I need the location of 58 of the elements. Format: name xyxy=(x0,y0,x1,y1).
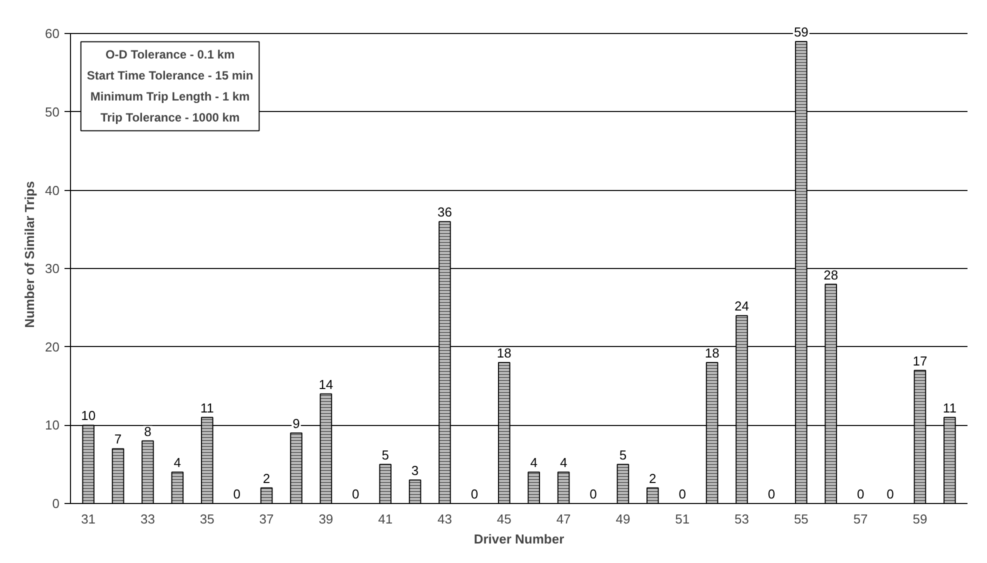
annotation: Start Time Tolerance - 15 min xyxy=(86,68,254,83)
x-tick-label: 57 xyxy=(853,512,868,526)
data-label: 11 xyxy=(200,400,214,416)
data-label: 17 xyxy=(912,353,928,368)
data-label: 18 xyxy=(704,346,720,361)
data-label: 0 xyxy=(590,486,597,502)
data-label: 5 xyxy=(619,447,627,462)
y-tick-label: 40 xyxy=(45,182,60,198)
x-tick-label: 47 xyxy=(556,512,571,526)
y-tick-label: 30 xyxy=(45,261,60,276)
data-label: 0 xyxy=(856,486,864,502)
data-label: 4 xyxy=(174,455,182,470)
y-tick-label: 0 xyxy=(52,496,60,511)
data-label: 0 xyxy=(678,486,686,502)
x-tick-label: 31 xyxy=(81,512,96,526)
y-axis-title: Number of Similar Trips xyxy=(22,181,38,328)
data-label: 28 xyxy=(824,267,838,282)
data-label: 3 xyxy=(411,463,419,478)
data-label: 0 xyxy=(233,486,240,502)
x-tick-label: 53 xyxy=(734,512,750,526)
x-tick-label: 35 xyxy=(200,512,214,526)
data-label: 0 xyxy=(886,486,894,502)
annotation: O-D Tolerance - 0.1 km xyxy=(105,48,235,62)
y-tick-label: 60 xyxy=(45,26,60,42)
x-tick-label: 37 xyxy=(259,512,274,526)
data-label: 14 xyxy=(318,376,334,392)
x-tick-label: 43 xyxy=(438,512,452,526)
data-label: 0 xyxy=(352,486,360,502)
data-label: 9 xyxy=(292,416,300,432)
x-tick-label: 41 xyxy=(378,512,393,526)
data-label: 59 xyxy=(794,24,808,40)
data-label: 0 xyxy=(470,486,478,502)
data-label: 18 xyxy=(496,346,512,361)
x-tick-label: 45 xyxy=(496,512,512,526)
data-label: 24 xyxy=(734,298,750,314)
y-tick-label: 50 xyxy=(45,104,60,120)
data-label: 10 xyxy=(81,408,96,424)
data-label: 8 xyxy=(144,424,152,439)
data-label: 4 xyxy=(560,455,568,470)
x-tick-label: 33 xyxy=(140,512,155,526)
x-tick-label: 55 xyxy=(794,512,808,526)
annotation: Trip Tolerance - 1000 km xyxy=(100,110,240,125)
data-label: 11 xyxy=(942,400,956,416)
data-label: 36 xyxy=(438,204,452,220)
x-axis-title: Driver Number xyxy=(474,532,564,546)
data-label: 5 xyxy=(382,447,389,462)
data-label: 2 xyxy=(262,470,270,486)
data-label: 4 xyxy=(530,455,538,470)
x-tick-label: 49 xyxy=(616,512,630,526)
y-tick-label: 10 xyxy=(45,418,60,433)
x-tick-label: 51 xyxy=(675,512,690,526)
x-tick-label: 59 xyxy=(912,512,928,526)
annotation: Minimum Trip Length - 1 km xyxy=(90,90,250,104)
data-label: 7 xyxy=(114,432,122,447)
x-tick-label: 39 xyxy=(318,512,334,526)
data-label: 2 xyxy=(649,470,656,486)
y-tick-label: 20 xyxy=(45,339,60,354)
data-label: 0 xyxy=(768,486,776,502)
